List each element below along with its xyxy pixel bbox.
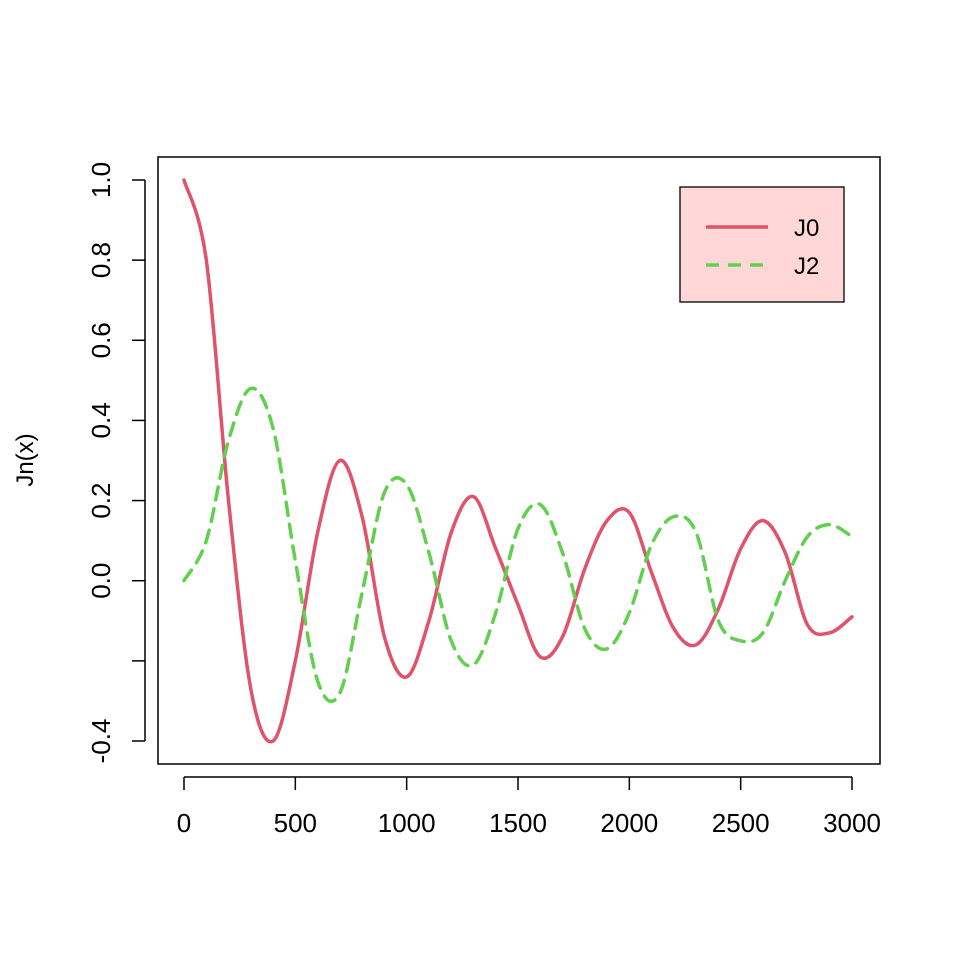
plot-lines bbox=[182, 178, 854, 744]
series-line-j2 bbox=[182, 386, 854, 704]
legend-label-j2: J2 bbox=[794, 253, 819, 280]
plot-box bbox=[157, 156, 881, 765]
x-tick-label: 1500 bbox=[489, 808, 547, 838]
y-tick-label: 0.2 bbox=[86, 483, 116, 519]
y-tick-label: 0.0 bbox=[86, 563, 116, 599]
x-tick-label: 3000 bbox=[823, 808, 881, 838]
x-tick-label: 2000 bbox=[600, 808, 658, 838]
y-tick-label: 0.8 bbox=[86, 242, 116, 278]
series-line-j0 bbox=[182, 178, 854, 744]
x-tick-label: 0 bbox=[177, 808, 191, 838]
legend: J0 J2 bbox=[679, 186, 845, 303]
x-tick-label: 1000 bbox=[378, 808, 436, 838]
y-tick-label: 0.6 bbox=[86, 322, 116, 358]
y-axis: -0.4 0.0 0.2 0.4 0.6 0.8 1.0 bbox=[86, 162, 146, 764]
legend-box bbox=[679, 186, 845, 303]
x-tick-label: 500 bbox=[274, 808, 317, 838]
y-tick-label: -0.4 bbox=[86, 719, 116, 764]
y-tick-label: 1.0 bbox=[86, 162, 116, 198]
x-tick-label: 2500 bbox=[712, 808, 770, 838]
legend-label-j0: J0 bbox=[794, 215, 819, 242]
y-tick-label: 0.4 bbox=[86, 402, 116, 438]
y-axis-label: Jn(x) bbox=[12, 433, 39, 486]
x-axis: 0 500 1000 1500 2000 2500 3000 bbox=[177, 776, 881, 838]
